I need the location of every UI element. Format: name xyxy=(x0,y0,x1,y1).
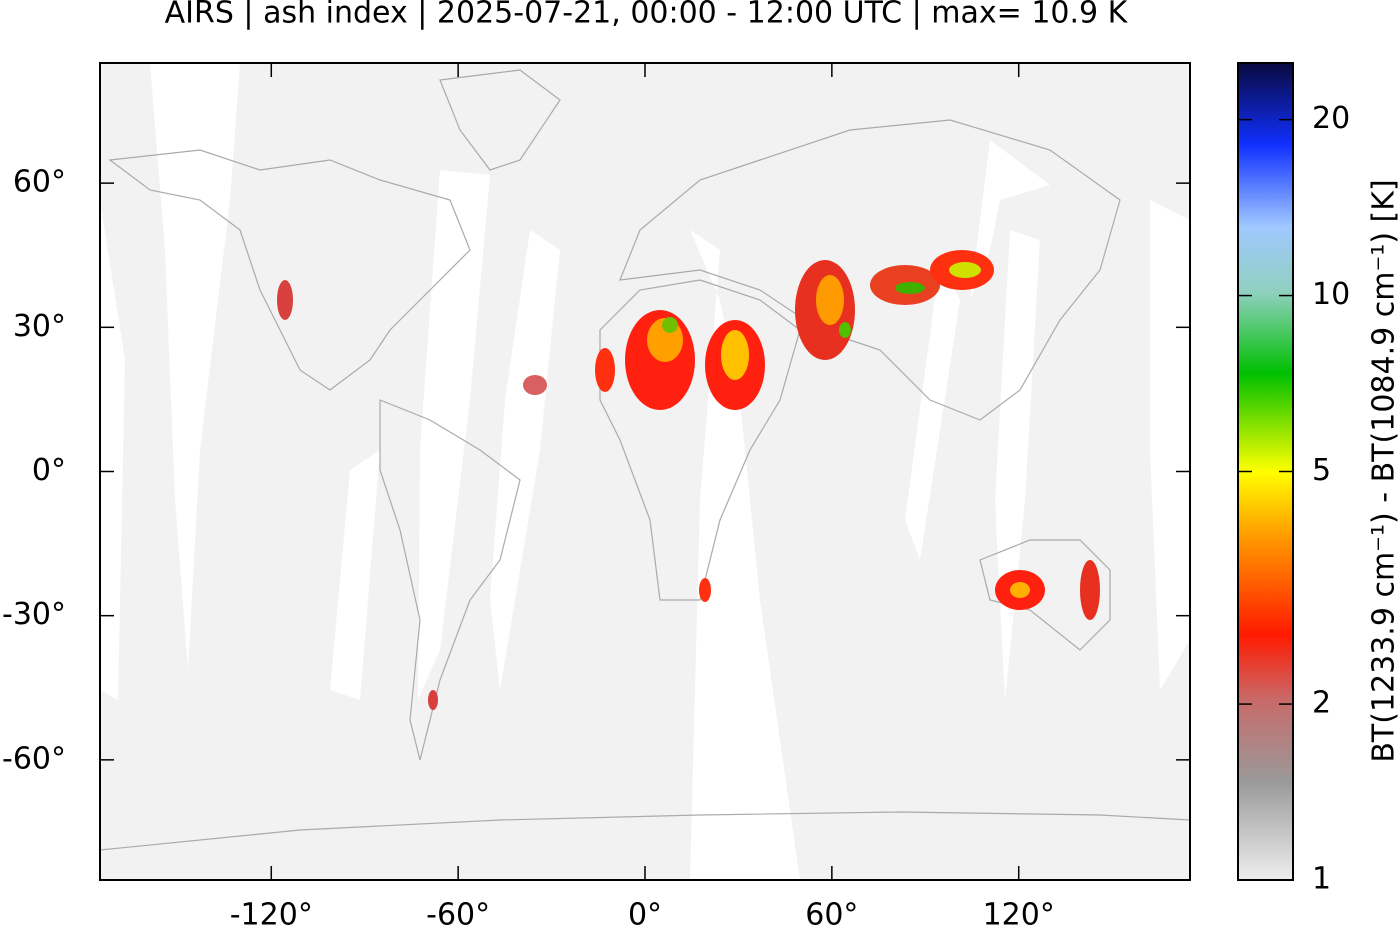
x-tick-label: 0° xyxy=(628,898,662,930)
colorbar-tick-label: 5 xyxy=(1312,453,1331,488)
colorbar-tick-label: 1 xyxy=(1312,862,1331,897)
colorbar-tick-label: 2 xyxy=(1312,686,1331,721)
x-tick-label: 120° xyxy=(983,898,1055,930)
y-tick-label: 0° xyxy=(32,453,66,488)
chart-title: AIRS | ash index | 2025-07-21, 00:00 - 1… xyxy=(165,0,1129,31)
map xyxy=(100,63,1190,880)
y-tick-label: -60° xyxy=(2,741,66,776)
colorbar-tick-label: 20 xyxy=(1312,101,1350,136)
ash-signal xyxy=(277,250,1100,710)
y-tick-label: -30° xyxy=(2,597,66,632)
x-tick-label: -120° xyxy=(230,898,313,930)
colorbar-tick-label: 10 xyxy=(1312,277,1350,312)
colorbar-label: BT(1233.9 cm⁻¹) - BT(1084.9 cm⁻¹) [K] xyxy=(1367,179,1400,762)
x-tick-label: 60° xyxy=(805,898,858,930)
x-tick-label: -60° xyxy=(426,898,490,930)
y-tick-label: 30° xyxy=(13,309,66,344)
coastlines xyxy=(100,69,1190,851)
y-tick-label: 60° xyxy=(13,165,66,200)
